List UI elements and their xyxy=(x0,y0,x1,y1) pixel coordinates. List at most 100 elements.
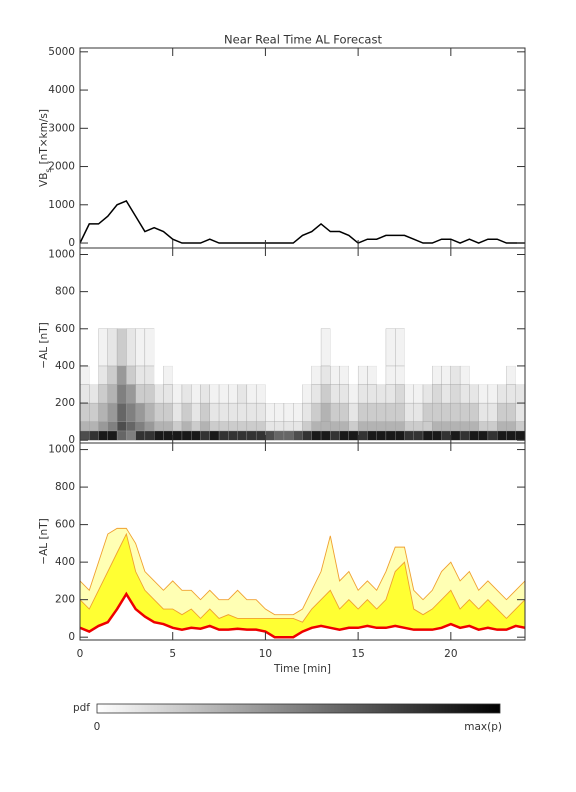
heatmap-cell xyxy=(181,365,192,385)
heatmap-cell xyxy=(126,384,136,404)
heatmap-cell xyxy=(487,328,498,366)
heatmap-cell xyxy=(311,365,322,385)
heatmap-cell xyxy=(209,421,220,432)
heatmap-cell xyxy=(191,430,201,441)
heatmap-cell xyxy=(450,328,461,366)
heatmap-cell xyxy=(302,421,312,432)
heatmap-cell xyxy=(135,365,146,385)
heatmap-cell xyxy=(357,402,368,422)
heatmap-cell xyxy=(367,365,377,385)
heatmap-cell xyxy=(172,430,183,441)
heatmap-cell xyxy=(80,384,90,404)
heatmap-cell xyxy=(135,384,146,404)
heatmap-cell xyxy=(209,365,220,385)
x-tick-label: 5 xyxy=(169,648,176,660)
heatmap-cell xyxy=(432,365,442,385)
heatmap-cell xyxy=(302,430,312,441)
y-tick-label: 4000 xyxy=(48,84,75,96)
heatmap-cell xyxy=(107,365,118,385)
heatmap-cell xyxy=(274,430,285,441)
heatmap-cell xyxy=(274,328,284,366)
heatmap-cell xyxy=(376,421,387,432)
heatmap-cell xyxy=(283,430,294,441)
heatmap-cell xyxy=(80,430,90,441)
heatmap-cell xyxy=(478,402,489,422)
heatmap-cell xyxy=(80,402,90,422)
heatmap-cell xyxy=(441,430,451,441)
heatmap-cell xyxy=(330,402,340,422)
heatmap-cell xyxy=(228,384,238,404)
heatmap-cell xyxy=(144,430,155,441)
heatmap-cell xyxy=(209,328,220,366)
y-tick-label: 0 xyxy=(68,237,75,249)
heatmap-cell xyxy=(172,402,183,422)
colorbar-min-label: 0 xyxy=(94,721,101,733)
heatmap-cell xyxy=(395,365,405,385)
heatmap-cell xyxy=(200,402,210,422)
heatmap-cell xyxy=(98,430,108,441)
heatmap-cell xyxy=(460,328,470,366)
plot-area xyxy=(80,200,525,244)
y-tick-label: 3000 xyxy=(48,122,75,134)
heatmap-cell xyxy=(330,430,340,441)
heatmap-cell xyxy=(367,384,377,404)
y-tick-label: 800 xyxy=(55,286,75,298)
heatmap-cell xyxy=(144,402,155,422)
heatmap-cell xyxy=(200,430,210,441)
y-tick-label: 800 xyxy=(55,481,75,493)
heatmap-cell xyxy=(255,421,266,432)
heatmap-cell xyxy=(283,365,294,385)
heatmap-cell xyxy=(432,421,442,432)
heatmap-cell xyxy=(246,430,257,441)
heatmap-cell xyxy=(339,328,349,366)
heatmap-cell xyxy=(395,328,405,367)
heatmap-cell xyxy=(348,421,359,432)
heatmap-cell xyxy=(116,384,127,404)
heatmap-cell xyxy=(107,384,118,404)
heatmap-cell xyxy=(515,384,525,404)
heatmap-cell xyxy=(274,402,285,422)
heatmap-cell xyxy=(320,430,331,441)
heatmap-cell xyxy=(265,421,275,432)
heatmap-cell xyxy=(126,365,136,385)
heatmap-cell xyxy=(163,365,173,385)
heatmap-cell xyxy=(256,328,266,366)
heatmap-cell xyxy=(80,421,90,432)
heatmap-cell xyxy=(89,365,99,385)
heatmap-cell xyxy=(200,328,210,366)
heatmap-cell xyxy=(89,328,99,366)
heatmap-cell xyxy=(506,402,516,422)
heatmap-cell xyxy=(348,365,359,385)
heatmap-cell xyxy=(265,328,275,366)
heatmap-cell xyxy=(283,384,294,404)
heatmap-cell xyxy=(98,402,108,422)
heatmap-cell xyxy=(385,365,396,385)
x-tick-label: 10 xyxy=(259,648,272,660)
band-edge xyxy=(80,532,525,623)
heatmap-cell xyxy=(459,384,470,404)
heatmap-cell xyxy=(357,384,368,404)
heatmap-cell xyxy=(219,365,229,385)
heatmap-cell xyxy=(98,384,108,404)
heatmap-cell xyxy=(163,421,173,432)
heatmap-cell xyxy=(302,384,312,404)
heatmap-cell xyxy=(209,402,220,422)
heatmap-cell xyxy=(395,421,405,432)
heatmap-cell xyxy=(469,328,479,366)
heatmap-cell xyxy=(293,328,303,366)
heatmap-cell xyxy=(237,402,248,422)
heatmap-cell xyxy=(320,402,331,422)
heatmap-cell xyxy=(423,365,433,385)
heatmap-cell xyxy=(497,402,507,422)
heatmap-cell xyxy=(478,421,489,432)
heatmap-cell xyxy=(478,384,489,404)
heatmap-cell xyxy=(497,430,507,441)
heatmap-cell xyxy=(200,384,210,404)
heatmap-cell xyxy=(154,402,164,422)
heatmap-cell xyxy=(302,402,312,422)
heatmap-cell xyxy=(116,328,127,367)
heatmap-cell xyxy=(80,328,90,366)
y-tick-label: 200 xyxy=(55,397,75,409)
heatmap-cell xyxy=(413,402,424,422)
heatmap-cell xyxy=(89,384,99,404)
